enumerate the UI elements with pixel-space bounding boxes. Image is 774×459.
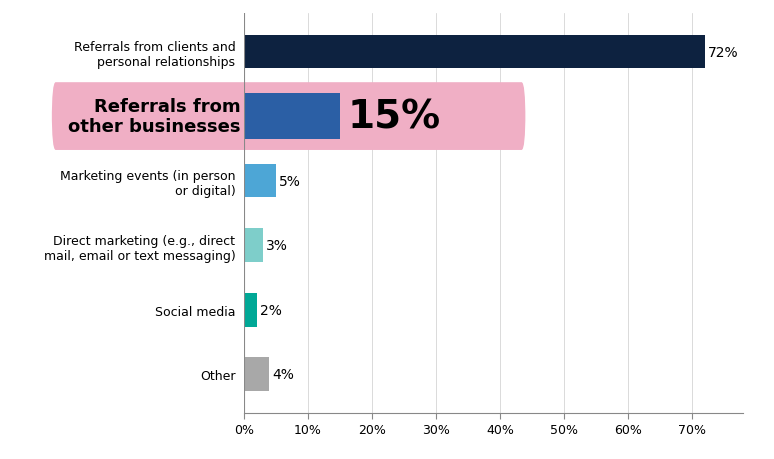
Text: 3%: 3%: [266, 239, 288, 252]
Bar: [244, 229, 263, 263]
Bar: [244, 94, 340, 140]
Bar: [244, 36, 704, 69]
Bar: [244, 358, 269, 391]
Bar: [244, 293, 257, 327]
Text: Referrals from
other businesses: Referrals from other businesses: [68, 97, 241, 136]
Text: 4%: 4%: [272, 368, 294, 381]
Text: 72%: 72%: [708, 45, 738, 59]
FancyBboxPatch shape: [52, 83, 526, 151]
Text: 2%: 2%: [260, 303, 282, 317]
Text: 5%: 5%: [279, 174, 301, 188]
Bar: [244, 164, 276, 198]
Text: 15%: 15%: [348, 98, 440, 136]
